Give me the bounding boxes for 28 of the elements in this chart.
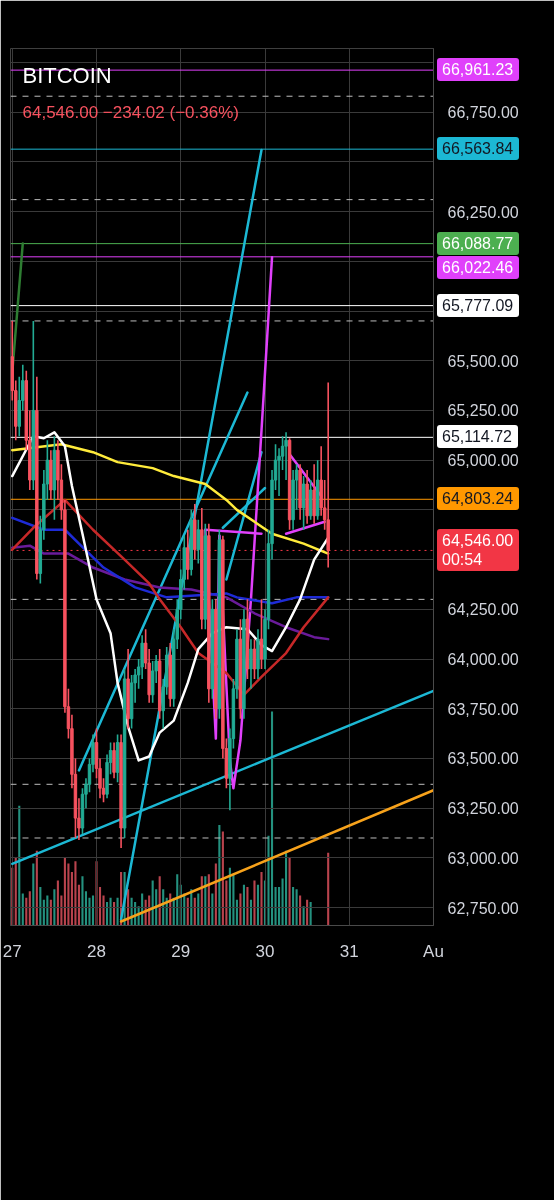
x-tick-label: 28 [87,941,106,961]
x-tick-label: 30 [255,941,275,961]
text: 64,546.00 −234.02 (−0.36%) [22,103,239,122]
y-tick-label: 63,250.00 [447,800,519,818]
y-tick-label: 63,750.00 [447,700,519,718]
y-tick-label: 65,000.00 [447,452,519,470]
ref-line-label: 64,546.00 00:54 [437,529,520,571]
ref-line-label: 65,777.09 [437,294,520,317]
text: BITCOIN [22,63,112,88]
ref-line-label: 64,803.24 [437,487,520,510]
ref-line-label: 66,961.23 [437,58,520,81]
ref-line-label: 66,088.77 [437,232,520,255]
y-tick-label: 66,250.00 [447,203,519,221]
ref-line-label: 66,022.46 [437,256,520,279]
x-tick-label: Au [423,941,444,961]
ref-line-label: 65,114.72 [437,425,518,448]
y-tick-label: 62,750.00 [447,899,519,917]
y-tick-label: 63,500.00 [447,750,519,768]
y-tick-label: 64,250.00 [447,601,519,619]
y-tick-label: 65,250.00 [447,402,519,420]
y-tick-label: 65,500.00 [447,352,519,370]
ref-line-label: 66,563.84 [437,137,520,160]
x-tick-label: 27 [2,941,22,961]
x-tick-label: 31 [339,941,359,961]
x-tick-label: 29 [171,941,191,961]
y-tick-label: 63,000.00 [447,849,519,867]
y-tick-label: 66,750.00 [447,104,519,122]
y-tick-label: 64,000.00 [447,651,519,669]
